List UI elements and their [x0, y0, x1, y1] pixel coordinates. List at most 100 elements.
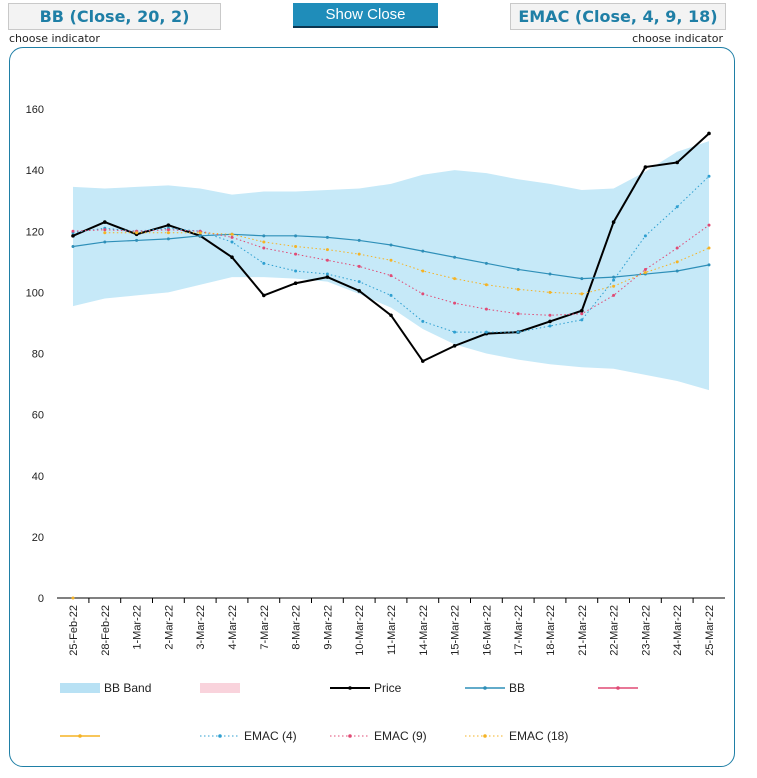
- data-point: [548, 290, 552, 294]
- emac-indicator-selector[interactable]: EMAC (Close, 4, 9, 18): [510, 3, 726, 30]
- data-point: [516, 287, 520, 291]
- data-point: [389, 313, 393, 318]
- legend-marker: [218, 734, 222, 738]
- data-point: [548, 272, 552, 276]
- data-point: [421, 292, 425, 296]
- legend-marker: [348, 734, 352, 738]
- legend-marker: [483, 734, 487, 738]
- data-point: [325, 248, 329, 252]
- data-point: [135, 238, 139, 242]
- x-tick-label: 25-Feb-22: [68, 605, 80, 656]
- bb-band-area: [73, 141, 709, 391]
- data-point: [198, 231, 202, 235]
- data-point: [198, 234, 202, 238]
- legend-label: BB Band: [104, 681, 151, 695]
- y-tick-label: 160: [26, 104, 44, 116]
- legend-label: EMAC (18): [509, 729, 568, 743]
- y-tick-label: 60: [32, 410, 44, 422]
- data-point: [516, 312, 520, 316]
- data-point: [580, 277, 584, 281]
- data-point: [707, 246, 711, 250]
- data-point: [294, 234, 298, 238]
- chart-area: 0 20 40 60 80 100 120 140 160 25-Feb-22 28-Feb-22 1…: [9, 47, 735, 767]
- y-tick-label: 100: [26, 287, 44, 299]
- x-tick-label: 21-Mar-22: [577, 605, 589, 656]
- x-tick-label: 15-Mar-22: [450, 605, 462, 656]
- x-tick-label: 1-Mar-22: [132, 605, 144, 650]
- data-point: [707, 263, 711, 267]
- legend-label: EMAC (9): [374, 729, 427, 743]
- data-point: [453, 330, 457, 334]
- legend-label: BB: [509, 681, 525, 695]
- data-point: [421, 269, 425, 273]
- data-point: [453, 255, 457, 259]
- choose-indicator-hint-right: choose indicator: [632, 32, 723, 45]
- data-point: [166, 228, 170, 232]
- legend-marker: [616, 686, 620, 690]
- data-point: [548, 319, 552, 324]
- data-point: [389, 274, 393, 278]
- data-point: [230, 232, 234, 236]
- x-tick-label: 8-Mar-22: [291, 605, 303, 650]
- data-point: [611, 220, 616, 224]
- line-chart: 0 20 40 60 80 100 120 140 160 25-Feb-22 28-Feb-22 1…: [26, 104, 725, 743]
- bb-indicator-selector[interactable]: BB (Close, 20, 2): [8, 3, 221, 30]
- data-point: [262, 246, 266, 250]
- data-point: [548, 324, 552, 328]
- data-point: [516, 330, 520, 334]
- data-point: [612, 293, 616, 297]
- data-point: [103, 228, 107, 232]
- x-tick-label: 24-Mar-22: [672, 605, 684, 656]
- legend-marker: [348, 686, 352, 690]
- data-point: [421, 359, 425, 363]
- data-point: [452, 344, 457, 348]
- data-point: [612, 284, 616, 288]
- y-tick-label: 40: [32, 471, 44, 483]
- data-point: [643, 234, 647, 238]
- y-tick-label: 80: [32, 349, 44, 361]
- data-point: [230, 235, 234, 239]
- data-point: [325, 275, 330, 279]
- data-point: [357, 238, 361, 242]
- data-point: [357, 280, 361, 284]
- data-point: [707, 223, 711, 227]
- x-tick-label: 18-Mar-22: [545, 605, 557, 656]
- data-point: [357, 252, 361, 256]
- data-point: [580, 312, 584, 316]
- data-point: [357, 264, 361, 268]
- data-point: [612, 275, 616, 279]
- data-point: [166, 223, 171, 227]
- x-tick-label: 9-Mar-22: [322, 605, 334, 650]
- legend-marker: [483, 686, 487, 690]
- data-point: [325, 235, 329, 239]
- data-point: [262, 261, 266, 265]
- data-point: [643, 165, 648, 169]
- data-point: [484, 307, 488, 311]
- data-point: [166, 237, 170, 241]
- y-tick-label: 20: [32, 532, 44, 544]
- y-tick-label: 140: [26, 165, 44, 177]
- y-tick-label: 0: [38, 593, 44, 605]
- data-point: [612, 278, 616, 282]
- data-point: [516, 267, 520, 271]
- legend-label: Price: [374, 681, 402, 695]
- x-tick-label: 4-Mar-22: [227, 605, 239, 650]
- data-point: [103, 240, 107, 244]
- data-point: [484, 330, 488, 334]
- data-point: [230, 255, 234, 260]
- data-point: [294, 245, 298, 249]
- data-point: [325, 272, 329, 276]
- x-tick-label: 7-Mar-22: [259, 605, 271, 650]
- data-point: [675, 160, 679, 165]
- data-point: [389, 258, 393, 262]
- data-point: [580, 318, 584, 322]
- data-point: [484, 261, 488, 265]
- data-point: [484, 283, 488, 287]
- data-point: [643, 267, 647, 271]
- x-tick-label: 28-Feb-22: [100, 605, 112, 656]
- legend-label: EMAC (4): [244, 729, 297, 743]
- data-point: [675, 205, 679, 209]
- data-point: [103, 220, 107, 224]
- x-tick-label: 22-Mar-22: [609, 605, 621, 656]
- show-close-button[interactable]: Show Close: [293, 3, 438, 28]
